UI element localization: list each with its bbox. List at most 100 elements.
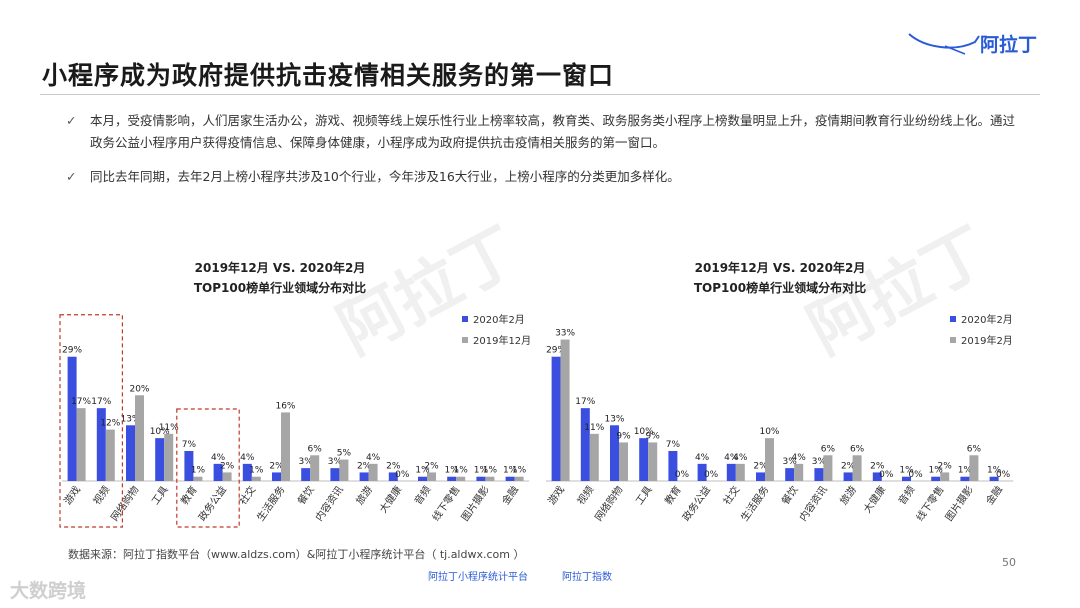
bar <box>485 476 495 481</box>
data-label: 4% <box>211 453 226 463</box>
bar <box>726 463 736 481</box>
bar <box>67 356 77 481</box>
platform-logo-index: 阿拉丁指数 <box>562 572 612 583</box>
data-label: 0% <box>879 470 894 480</box>
bullet-list: ✓ 本月，受疫情影响，人们居家生活办公，游戏、视频等线上娱乐性行业上榜率较高，教… <box>66 110 1026 200</box>
bar <box>902 476 911 481</box>
chart-2-title-line1: 2019年12月 VS. 2020年2月 <box>694 261 866 275</box>
chart-2-title-line2: TOP100榜单行业领域分布对比 <box>693 281 867 295</box>
x-tick-label: 社交 <box>720 483 742 507</box>
data-label: 20% <box>129 384 149 394</box>
legend-swatch-blue <box>462 315 468 322</box>
data-label: 6% <box>308 444 323 454</box>
bar <box>330 468 340 481</box>
bar <box>989 476 999 481</box>
data-label: 17% <box>91 397 111 407</box>
bar <box>505 476 515 481</box>
data-label: 1% <box>415 466 430 476</box>
page-number: 50 <box>1002 556 1016 569</box>
bar <box>852 455 862 481</box>
data-label: 9% <box>646 431 661 441</box>
brand-logo-text: 阿拉丁 <box>980 34 1038 56</box>
bar <box>823 455 833 481</box>
data-label: 1% <box>987 466 1002 476</box>
data-label: 2% <box>753 461 768 471</box>
x-tick-label: 教育 <box>178 483 200 507</box>
bar <box>785 468 795 481</box>
data-label: 10% <box>759 427 779 437</box>
bar <box>359 472 369 481</box>
data-label: 1% <box>474 466 489 476</box>
data-label: 1% <box>483 466 498 476</box>
bar <box>368 463 378 481</box>
x-tick-label: 网络购物 <box>592 483 626 523</box>
x-tick-label: 视频 <box>574 483 596 507</box>
x-tick-label: 音频 <box>411 483 433 507</box>
bar <box>969 455 979 481</box>
data-source-note: 数据来源：阿拉丁指数平台（www.aldzs.com）&阿拉丁小程序统计平台（ … <box>68 548 525 561</box>
data-label: 12% <box>100 419 120 429</box>
data-label: 7% <box>182 440 197 450</box>
data-label: 16% <box>275 401 295 411</box>
legend-item: 2019年2月 <box>950 332 1013 347</box>
data-label: 29% <box>62 346 82 356</box>
data-label: 1% <box>512 466 527 476</box>
legend-label: 2019年2月 <box>961 336 1013 347</box>
x-tick-label: 视频 <box>90 483 112 507</box>
data-label: 4% <box>366 453 381 463</box>
bar <box>514 476 524 481</box>
legend-label: 2019年12月 <box>473 336 532 347</box>
bar <box>76 408 86 481</box>
legend-label: 2020年2月 <box>961 315 1013 326</box>
legend-swatch-gray <box>462 336 468 343</box>
data-label: 0% <box>996 470 1011 480</box>
lamp-logo-icon <box>908 33 980 55</box>
bar <box>814 468 824 481</box>
bar <box>242 463 252 481</box>
legend-label: 2020年2月 <box>473 315 525 326</box>
data-label: 9% <box>616 431 631 441</box>
data-label: 0% <box>908 470 923 480</box>
legend-swatch-blue <box>950 315 956 322</box>
data-label: 1% <box>249 466 264 476</box>
bar <box>648 442 658 481</box>
bar <box>126 425 135 481</box>
bar <box>272 472 281 481</box>
bar <box>418 476 427 481</box>
bullet-text: 本月，受疫情影响，人们居家生活办公，游戏、视频等线上娱乐性行业上榜率较高，教育类… <box>90 113 1016 150</box>
data-label: 33% <box>555 329 575 339</box>
data-label: 7% <box>666 440 681 450</box>
bar <box>213 463 223 481</box>
chart-2-title: 2019年12月 VS. 2020年2月 TOP100榜单行业领域分布对比 <box>660 258 900 298</box>
bar <box>427 472 436 481</box>
data-label: 10% <box>634 427 654 437</box>
bar <box>960 476 970 481</box>
x-tick-label: 教育 <box>662 483 684 507</box>
x-tick-label: 旅游 <box>837 483 859 507</box>
bar <box>251 476 261 481</box>
bar <box>105 429 115 481</box>
bar <box>447 476 457 481</box>
data-label: 3% <box>328 457 343 467</box>
data-label: 3% <box>812 457 827 467</box>
data-label: 6% <box>821 444 836 454</box>
check-icon: ✓ <box>66 113 77 128</box>
data-label: 2% <box>424 461 439 471</box>
x-tick-label: 政务公益 <box>679 483 713 523</box>
data-label: 1% <box>929 466 944 476</box>
data-label: 1% <box>454 466 469 476</box>
bar <box>339 459 349 481</box>
bar <box>155 438 165 481</box>
bar <box>872 472 882 481</box>
bar <box>619 442 628 481</box>
title-divider <box>40 94 1040 95</box>
data-label: 1% <box>445 466 460 476</box>
chart-2-legend: 2020年2月 2019年2月 <box>950 311 1013 353</box>
bar <box>794 463 804 481</box>
x-tick-label: 大健康 <box>376 483 404 515</box>
data-label: 6% <box>850 444 865 454</box>
bar <box>580 408 590 481</box>
x-tick-label: 政务公益 <box>195 483 229 523</box>
bar <box>164 433 174 481</box>
